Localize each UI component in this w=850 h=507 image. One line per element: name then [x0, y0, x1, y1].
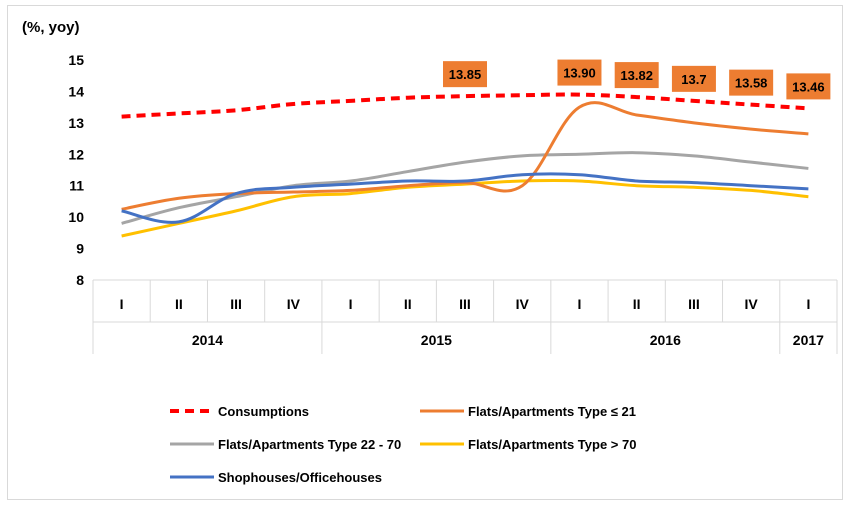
x-tick-label: I: [578, 296, 582, 312]
data-label: 13.82: [614, 62, 659, 89]
data-label-box: [557, 59, 602, 86]
y-tick-label: 10: [68, 209, 84, 225]
data-label: 13.58: [729, 69, 774, 96]
y-tick-label: 11: [69, 178, 84, 194]
legend-label: Flats/Apartments Type ≤ 21: [468, 404, 636, 419]
year-label: 2014: [192, 332, 223, 348]
y-tick-label: 14: [68, 83, 84, 99]
y-tick-label: 13: [68, 115, 84, 131]
data-label-text: 13.46: [792, 79, 825, 94]
x-tick-label: II: [175, 296, 183, 312]
legend-item-flats_le21: Flats/Apartments Type ≤ 21: [420, 404, 636, 419]
y-tick-label: 15: [68, 52, 84, 68]
data-label: 13.7: [671, 65, 716, 92]
data-label-box: [786, 73, 831, 100]
data-label-box: [614, 62, 659, 89]
y-axis-title: (%, yoy): [22, 19, 80, 36]
data-label-text: 13.7: [681, 72, 706, 87]
legend-item-flats_22_70: Flats/Apartments Type 22 - 70: [170, 437, 401, 452]
legend-label: Consumptions: [218, 404, 309, 419]
legend: Consumptions Flats/Apartments Type ≤ 21 Fl…: [170, 404, 636, 485]
year-label: 2017: [793, 332, 824, 348]
x-tick-label: I: [349, 296, 353, 312]
legend-label: Flats/Apartments Type > 70: [468, 437, 636, 452]
series-line-consumptions: [121, 92, 809, 119]
data-label-text: 13.82: [620, 68, 653, 83]
data-label: 13.85: [443, 61, 487, 88]
x-tick-label: I: [120, 296, 124, 312]
x-tick-label: III: [459, 296, 471, 312]
x-tick-label: II: [404, 296, 412, 312]
legend-label: Shophouses/Officehouses: [218, 470, 382, 485]
year-label: 2016: [650, 332, 681, 348]
data-label-box: [729, 69, 774, 96]
data-label: 13.46: [786, 73, 831, 100]
data-label-text: 13.85: [449, 67, 482, 82]
x-tick-label: II: [633, 296, 641, 312]
x-tick-label: III: [230, 296, 242, 312]
data-label-text: 13.58: [735, 76, 768, 91]
y-tick-label: 12: [68, 146, 84, 162]
x-tick-label: IV: [287, 296, 301, 312]
x-tick-label: IV: [516, 296, 530, 312]
data-label-box: [443, 61, 487, 88]
y-tick-label: 8: [76, 272, 84, 288]
x-tick-label: IV: [745, 296, 759, 312]
data-label-box: [671, 65, 716, 92]
series-line-flats_22_70: [121, 151, 809, 225]
legend-item-shophouses: Shophouses/Officehouses: [170, 470, 382, 485]
legend-item-flats_gt70: Flats/Apartments Type > 70: [420, 437, 636, 452]
series-lines: [121, 92, 809, 238]
data-labels: 13.85 13.90 13.82 13.7 13.58 13.46: [443, 59, 831, 100]
series-line-shophouses: [121, 172, 809, 224]
series-line-flats_gt70: [121, 178, 809, 238]
data-label: 13.90: [557, 59, 602, 86]
x-tick-label: III: [688, 296, 700, 312]
data-label-text: 13.90: [563, 66, 596, 81]
year-label: 2015: [421, 332, 452, 348]
legend-item-consumptions: Consumptions: [170, 404, 309, 419]
legend-label: Flats/Apartments Type 22 - 70: [218, 437, 401, 452]
y-tick-label: 9: [76, 241, 84, 257]
x-tick-label: I: [806, 296, 810, 312]
